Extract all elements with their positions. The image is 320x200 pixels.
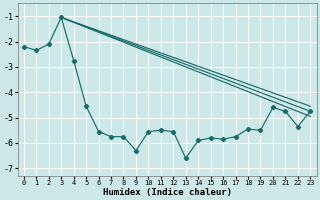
X-axis label: Humidex (Indice chaleur): Humidex (Indice chaleur) [103,188,232,197]
